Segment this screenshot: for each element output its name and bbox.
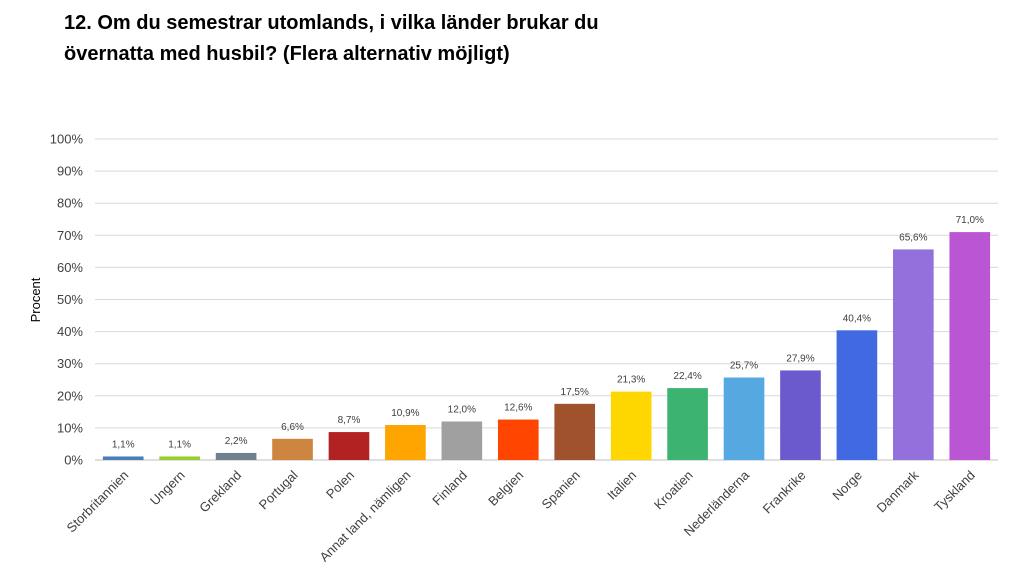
x-tick-label: Portugal [256,467,301,512]
y-tick-label: 0% [64,453,83,468]
data-label: 71,0% [956,215,984,226]
x-tick-label: Polen [323,468,357,502]
bar [667,388,708,460]
chart-title-line-2: övernatta med husbil? (Flera alternativ … [64,43,510,65]
x-tick-label: Ungern [147,468,188,509]
x-tick-label: Belgien [485,468,526,509]
bar [780,370,821,460]
data-label: 27,9% [786,353,814,364]
data-label: 8,7% [338,415,361,426]
bar [441,421,483,460]
y-tick-label: 100% [50,132,84,147]
data-label: 12,6% [504,403,532,414]
data-label: 25,7% [730,361,758,372]
bar [949,232,991,460]
y-tick-label: 10% [57,420,83,435]
data-label: 1,1% [168,439,191,450]
x-tick-label: Spanien [538,468,582,512]
x-tick-label: Frankrike [760,468,809,517]
bar [723,377,765,460]
data-label: 1,1% [112,439,135,450]
data-label: 22,4% [673,371,701,382]
data-labels: 1,1% 1,1% 2,2% 6,6% 8,7% 10,9% 12,0% 12,6% 17,5%… [112,215,984,450]
x-tick-label: Italien [604,468,639,503]
bar [836,330,878,460]
y-tick-label: 40% [57,324,83,339]
data-label: 65,6% [899,232,927,243]
bar [215,452,257,460]
data-label: 2,2% [225,436,248,447]
y-tick-label: 90% [57,164,83,179]
bar [554,403,596,460]
bar [893,249,934,460]
chart-title: 12. Om du semestrar utomlands, i vilka l… [64,8,764,70]
chart-title-line-1: 12. Om du semestrar utomlands, i vilka l… [64,12,599,34]
x-tick-label: Norge [829,468,865,504]
data-label: 12,0% [448,404,476,415]
data-label: 40,4% [843,313,871,324]
data-label: 6,6% [281,422,304,433]
y-tick-label: 50% [57,292,83,307]
x-tick-label: Grekland [196,468,244,516]
y-tick-label: 30% [57,356,83,371]
bar [610,391,652,460]
x-tick-label: Tyskland [931,468,978,515]
y-tick-label: 70% [57,228,83,243]
bars [102,232,991,460]
x-tick-label: Kroatien [651,468,696,513]
y-tick-label: 60% [57,260,83,275]
bar [159,456,200,460]
y-axis-label: Procent [28,277,43,322]
bar [328,432,370,460]
bar [102,456,144,460]
x-tick-label: Finland [429,468,470,509]
bar [497,419,539,460]
bar [385,425,426,460]
data-label: 21,3% [617,375,645,386]
bar [272,438,313,460]
y-tick-label: 80% [57,196,83,211]
x-tick-label: Storbritannien [63,468,131,536]
y-tick-label: 20% [57,388,83,403]
data-label: 17,5% [561,387,589,398]
data-label: 10,9% [391,408,419,419]
x-tick-label: Danmark [874,467,922,515]
